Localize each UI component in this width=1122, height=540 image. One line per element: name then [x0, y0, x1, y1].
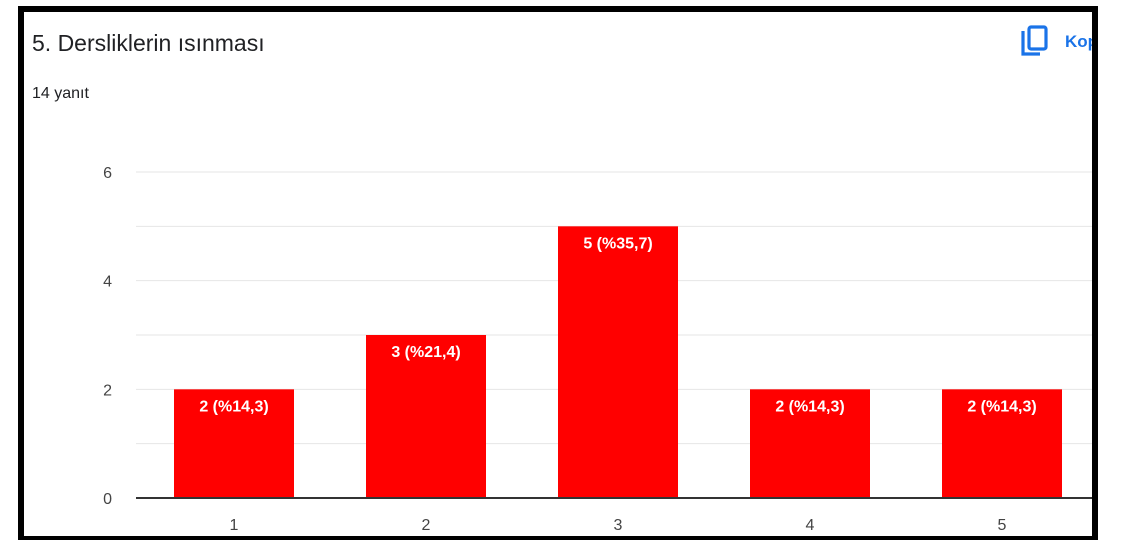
y-tick-label: 0: [103, 491, 112, 508]
bar-data-label: 2 (%14,3): [775, 398, 844, 415]
response-count: 14 yanıt: [32, 85, 89, 102]
x-tick-label: 1: [230, 517, 239, 534]
bar-data-label: 5 (%35,7): [583, 235, 652, 252]
x-tick-label: 2: [422, 517, 431, 534]
bar-5: [942, 389, 1062, 498]
copy-button[interactable]: Kop: [1019, 25, 1098, 59]
x-tick-label: 3: [614, 517, 623, 534]
y-tick-label: 2: [103, 382, 112, 399]
y-tick-label: 6: [103, 165, 112, 182]
x-tick-label: 4: [806, 517, 815, 534]
bar-4: [750, 389, 870, 498]
bar-1: [174, 389, 294, 498]
bar-chart: 0 2 4 6 2 (%14,3) 1 3 (%21,4) 2 5 (%35,7) 3 2 (%14…: [103, 165, 1092, 534]
bar-2: [366, 335, 486, 498]
bar-data-label: 2 (%14,3): [967, 398, 1036, 415]
copy-label: Kop: [1064, 32, 1098, 51]
y-tick-label: 4: [103, 274, 112, 291]
chart-card: 5. Dersliklerin ısınması 14 yanıt Kop 0 2…: [18, 6, 1098, 540]
bar-3: [558, 226, 678, 499]
copy-icon: [1021, 25, 1048, 56]
bar-data-label: 3 (%21,4): [391, 344, 460, 361]
bar-data-label: 2 (%14,3): [199, 398, 268, 415]
question-title: 5. Dersliklerin ısınması: [32, 30, 265, 56]
x-tick-label: 5: [998, 517, 1007, 534]
